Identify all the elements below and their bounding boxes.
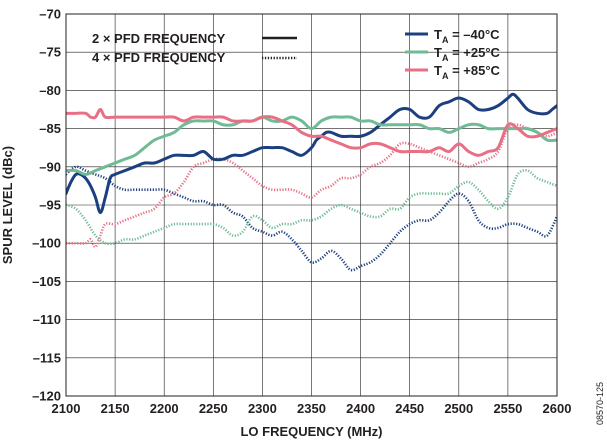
x-tick-label: 2600 <box>543 401 572 416</box>
grid-lines <box>66 14 557 396</box>
y-tick-label: –75 <box>39 45 61 60</box>
y-tick-label: –110 <box>33 312 61 327</box>
style-legend: 2 × PFD FREQUENCY 4 × PFD FREQUENCY <box>92 31 297 65</box>
temp-legend-subscript: A <box>442 53 449 63</box>
y-axis-title: SPUR LEVEL (dBc) <box>0 146 15 264</box>
temperature-legend: TA = –40°CTA = +25°CTA = +85°C <box>405 27 501 81</box>
x-tick-label: 2400 <box>346 401 375 416</box>
y-tick-label: –80 <box>39 83 61 98</box>
series-line-4x-3 <box>66 165 557 272</box>
series-line-2x-2 <box>66 108 557 157</box>
style-legend-solid-label: 2 × PFD FREQUENCY <box>92 31 226 46</box>
series-line-2x-0 <box>66 92 557 215</box>
x-tick-label: 2100 <box>52 401 81 416</box>
plot-frame <box>65 13 558 397</box>
x-tick-label: 2150 <box>101 401 130 416</box>
x-tick-label: 2550 <box>493 401 522 416</box>
x-tick-label: 2500 <box>444 401 473 416</box>
series-line-4x-5 <box>66 123 557 249</box>
y-tick-label: –95 <box>39 198 61 213</box>
y-tick-label: –120 <box>32 389 61 404</box>
y-tick-label: –90 <box>39 159 61 174</box>
temp-legend-value: = +85°C <box>448 63 500 78</box>
temp-legend-symbol: T <box>434 63 442 78</box>
y-tick-label: –85 <box>39 121 61 136</box>
temp-legend-subscript: A <box>442 35 449 45</box>
data-series <box>66 92 557 272</box>
figure-id: 08570-125 <box>595 382 605 425</box>
temp-legend-subscript: A <box>442 71 449 81</box>
temp-legend-label-2: TA = +85°C <box>434 63 501 81</box>
x-axis-title: LO FREQUENCY (MHz) <box>240 424 382 439</box>
temp-legend-symbol: T <box>434 27 442 42</box>
y-tick-labels: –70 –75 –80 –85 –90 –95 –100 –105 –110 –115 –120 <box>32 7 61 404</box>
x-tick-label: 2450 <box>395 401 424 416</box>
y-tick-label: –105 <box>32 274 61 289</box>
y-tick-label: –70 <box>39 7 61 22</box>
temp-legend-value: = +25°C <box>448 45 500 60</box>
y-tick-label: –115 <box>33 350 61 365</box>
temp-legend-label-0: TA = –40°C <box>434 27 500 45</box>
temp-legend-label-1: TA = +25°C <box>434 45 501 63</box>
series-line-2x-1 <box>66 115 557 176</box>
x-tick-label: 2350 <box>297 401 326 416</box>
style-legend-dotted-label: 4 × PFD FREQUENCY <box>92 50 226 65</box>
x-tick-labels: 2100 2150 2200 2250 2300 2350 2400 2450 2500 2550… <box>52 401 572 416</box>
temp-legend-value: = –40°C <box>448 27 500 42</box>
x-tick-label: 2200 <box>150 401 179 416</box>
temp-legend-symbol: T <box>434 45 442 60</box>
x-tick-label: 2300 <box>248 401 277 416</box>
x-tick-label: 2250 <box>199 401 228 416</box>
y-tick-label: –100 <box>32 236 61 251</box>
